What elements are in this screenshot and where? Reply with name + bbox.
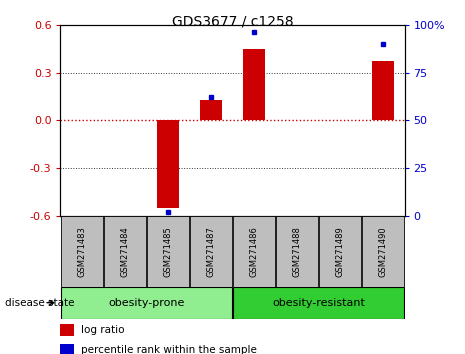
Text: GSM271490: GSM271490 — [379, 226, 387, 277]
Text: GSM271484: GSM271484 — [120, 226, 129, 277]
Bar — [243, 48, 265, 120]
Bar — [362, 216, 405, 287]
Text: log ratio: log ratio — [81, 325, 125, 335]
Bar — [60, 216, 103, 287]
Text: GSM271488: GSM271488 — [292, 226, 301, 277]
Bar — [60, 324, 74, 336]
Text: GDS3677 / c1258: GDS3677 / c1258 — [172, 14, 293, 28]
Bar — [319, 216, 361, 287]
Text: GSM271483: GSM271483 — [78, 226, 86, 277]
Text: obesity-prone: obesity-prone — [108, 298, 185, 308]
Text: obesity-resistant: obesity-resistant — [272, 298, 365, 308]
Text: GSM271486: GSM271486 — [250, 226, 259, 277]
Bar — [200, 100, 222, 120]
Bar — [146, 216, 189, 287]
Bar — [157, 120, 179, 208]
Text: GSM271487: GSM271487 — [206, 226, 215, 277]
Bar — [372, 62, 394, 120]
Text: GSM271485: GSM271485 — [164, 226, 173, 277]
Bar — [276, 216, 319, 287]
Text: disease state: disease state — [5, 298, 74, 308]
Bar — [60, 344, 74, 354]
Bar — [232, 287, 405, 319]
Text: GSM271489: GSM271489 — [336, 226, 345, 277]
Bar — [232, 216, 275, 287]
Text: percentile rank within the sample: percentile rank within the sample — [81, 344, 257, 354]
Bar — [190, 216, 232, 287]
Bar — [60, 287, 232, 319]
Bar — [104, 216, 146, 287]
